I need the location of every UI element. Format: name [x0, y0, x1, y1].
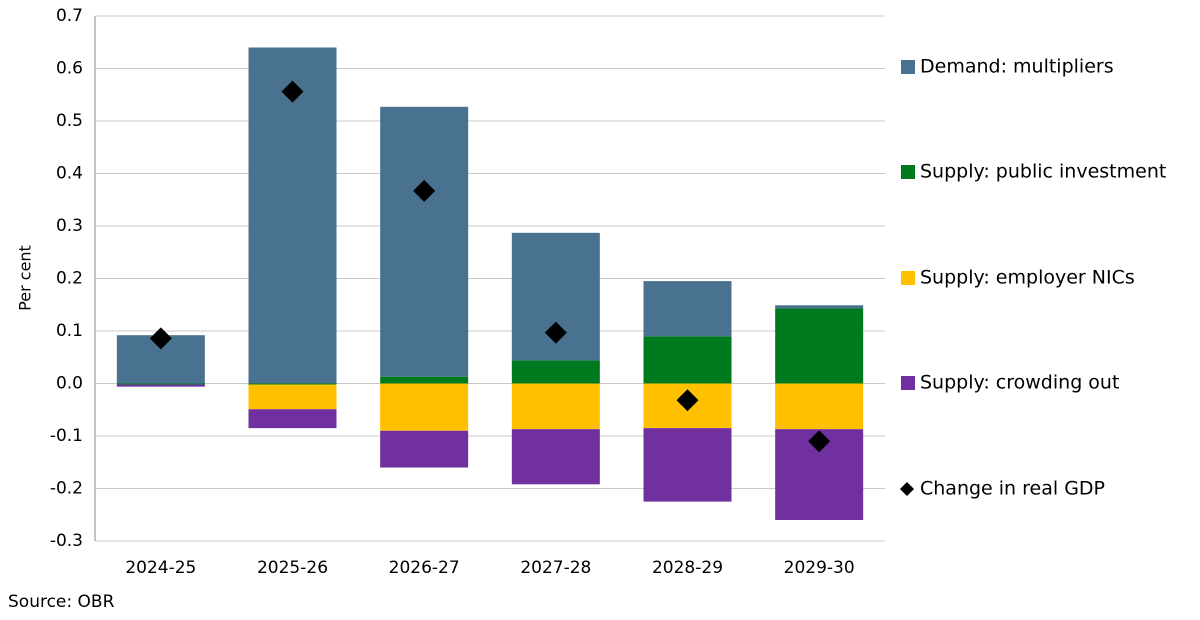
x-tick-label: 2027-28	[520, 558, 591, 578]
y-axis-label: Per cent	[16, 245, 35, 311]
y-tick-label: 0.2	[56, 269, 83, 289]
gdp-marker	[149, 327, 172, 350]
bar-segment	[775, 383, 864, 430]
legend-label: Supply: crowding out	[920, 372, 1119, 394]
bar-segment	[511, 360, 600, 384]
y-tick-label: 0.3	[56, 216, 83, 236]
bar-segment	[775, 308, 864, 384]
y-tick-label: -0.3	[50, 531, 83, 551]
gdp-marker	[676, 389, 699, 412]
legend-swatch	[901, 165, 915, 179]
bar-segment	[380, 106, 469, 377]
bar-segment	[380, 383, 469, 431]
legend-label: Supply: public investment	[920, 161, 1166, 183]
y-tick-label: 0.7	[56, 6, 83, 26]
bar-segment	[643, 428, 732, 502]
x-tick-label: 2028-29	[652, 558, 723, 578]
y-tick-label: -0.2	[50, 479, 83, 499]
gdp-marker	[808, 430, 831, 453]
bar-segment	[511, 383, 600, 430]
y-tick-label: -0.1	[50, 426, 83, 446]
bar-segment	[248, 383, 337, 385]
gdp-marker	[413, 179, 436, 202]
x-tick-label: 2029-30	[784, 558, 855, 578]
x-tick-label: 2024-25	[125, 558, 196, 578]
bar-segment	[248, 384, 337, 410]
y-tick-label: 0.1	[56, 321, 83, 341]
legend-swatch	[901, 271, 915, 285]
bar-segment	[116, 383, 205, 385]
x-tick-label: 2025-26	[257, 558, 328, 578]
legend-label: Supply: employer NICs	[920, 267, 1135, 289]
gdp-marker	[544, 321, 567, 344]
source-note: Source: OBR	[8, 592, 115, 612]
legend-swatch	[901, 60, 915, 74]
y-tick-label: 0.5	[56, 111, 83, 131]
legend-label: Demand: multipliers	[920, 56, 1114, 78]
bar-segment	[380, 430, 469, 468]
bar-segment	[643, 281, 732, 337]
bar-segment	[775, 305, 864, 309]
y-tick-label: 0.0	[56, 374, 83, 394]
y-tick-label: 0.4	[56, 164, 83, 184]
legend-label: Change in real GDP	[920, 478, 1105, 500]
x-tick-label: 2026-27	[389, 558, 460, 578]
gdp-marker	[281, 80, 304, 103]
bar-segment	[248, 409, 337, 429]
bar-segment	[248, 47, 337, 384]
legend-swatch	[901, 376, 915, 390]
bar-segment	[380, 376, 469, 384]
bar-segment	[643, 336, 732, 384]
bar-segment	[116, 384, 205, 387]
y-tick-label: 0.6	[56, 59, 83, 79]
legend-marker	[900, 482, 914, 496]
bar-segment	[511, 429, 600, 485]
